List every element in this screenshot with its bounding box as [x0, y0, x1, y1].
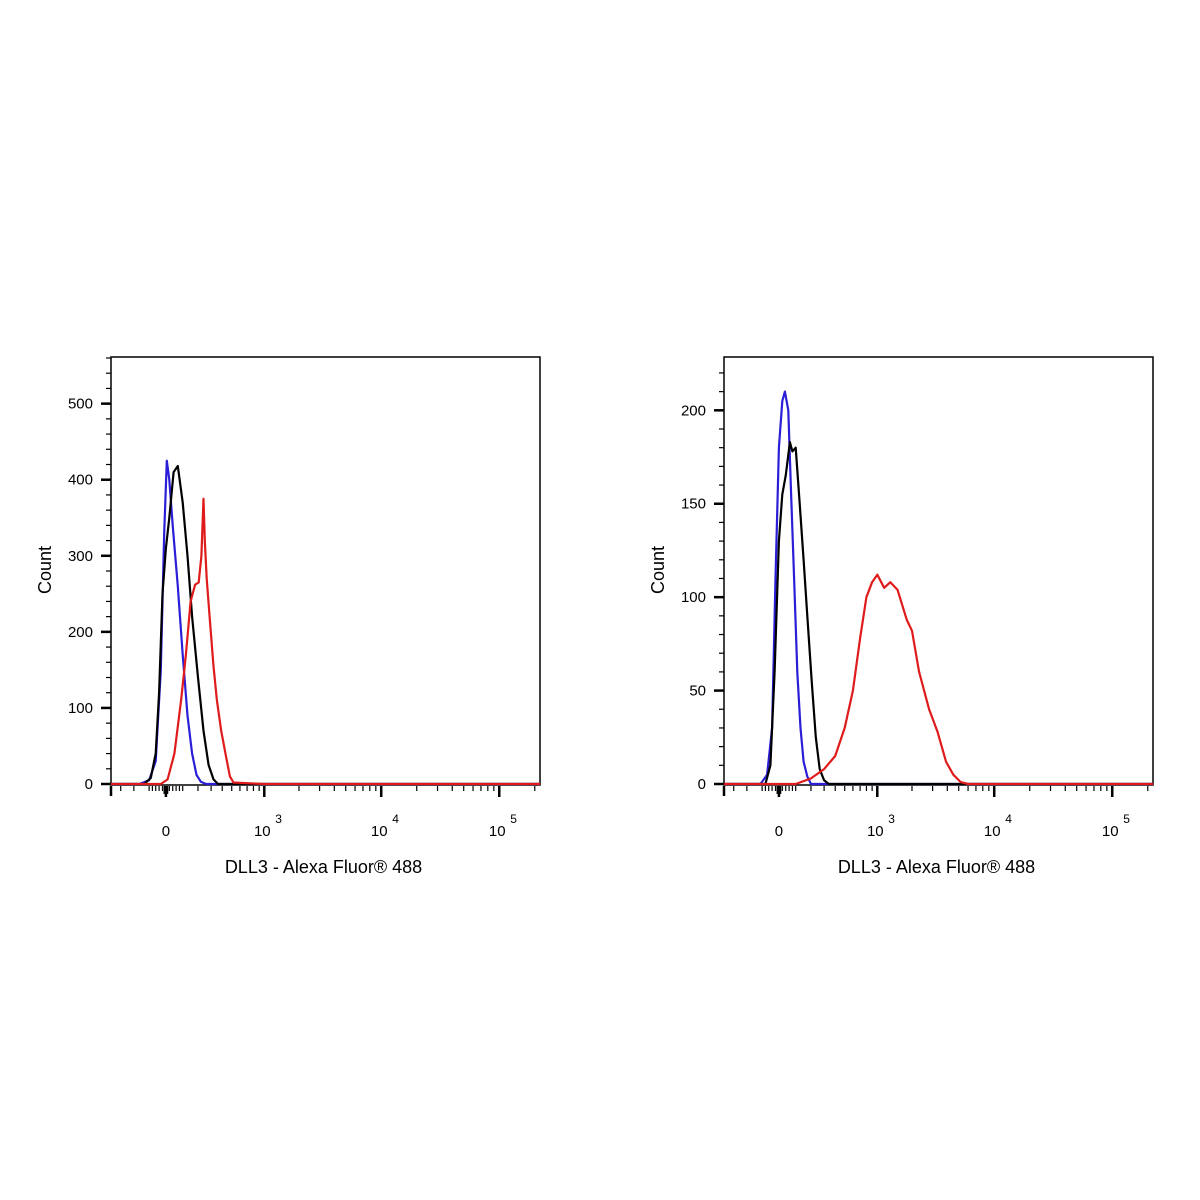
y-axis-title: Count [35, 546, 55, 594]
y-tick-label: 100 [68, 700, 93, 717]
histogram-series-0 [111, 459, 540, 786]
y-tick-label: 0 [85, 776, 93, 793]
y-tick-label: 50 [689, 683, 706, 700]
x-tick-label: 10 [489, 823, 506, 840]
x-tick-label: 0 [162, 823, 170, 840]
x-tick-label: 10 [867, 823, 884, 840]
histogram-series-2 [111, 497, 540, 786]
x-tick-label: 10 [984, 823, 1001, 840]
histogram-panel-right: 0 50 100 150 200 0 10 3 10 4 10 5 DLL3 - Alexa Fluor… [648, 356, 1154, 877]
histogram-series-1 [111, 464, 540, 786]
y-tick-label: 300 [68, 548, 93, 565]
x-tick-exponent: 4 [392, 812, 399, 826]
y-axis-title: Count [648, 546, 668, 594]
histogram-series-2 [724, 573, 1153, 786]
plot-frame [110, 356, 541, 786]
x-tick-exponent: 4 [1005, 812, 1012, 826]
x-axis-title: DLL3 - Alexa Fluor® 488 [838, 857, 1035, 877]
x-axis-title: DLL3 - Alexa Fluor® 488 [225, 857, 422, 877]
x-tick-label: 0 [775, 823, 783, 840]
y-tick-label: 400 [68, 472, 93, 489]
x-tick-exponent: 3 [275, 812, 282, 826]
histogram-panel-left: 0 100 200 300 400 500 0 10 3 10 4 10 5 DLL3 - Alexa F… [35, 356, 541, 877]
y-tick-label: 150 [681, 496, 706, 513]
y-tick-label: 200 [68, 624, 93, 641]
x-tick-label: 10 [371, 823, 388, 840]
x-tick-exponent: 5 [510, 812, 517, 826]
y-tick-label: 200 [681, 402, 706, 419]
histogram-series-1 [724, 441, 1153, 786]
y-tick-label: 500 [68, 396, 93, 413]
x-tick-label: 10 [1102, 823, 1119, 840]
y-tick-label: 0 [698, 776, 706, 793]
y-tick-label: 100 [681, 589, 706, 606]
x-tick-label: 10 [254, 823, 271, 840]
x-tick-exponent: 5 [1123, 812, 1130, 826]
x-tick-exponent: 3 [888, 812, 895, 826]
